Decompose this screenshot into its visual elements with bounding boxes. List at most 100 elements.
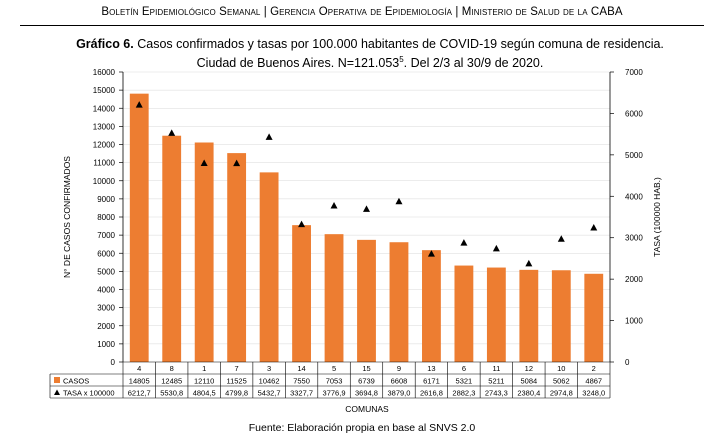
cell-tasa: 2974,8 — [550, 389, 573, 398]
y-tick-label: 6000 — [97, 249, 115, 258]
category-label: 12 — [525, 364, 533, 373]
bar-comuna-10 — [551, 270, 571, 362]
cell-casos: 7550 — [293, 377, 310, 386]
bar-comuna-12 — [519, 269, 539, 362]
y-tick-label: 11000 — [93, 159, 115, 168]
cell-tasa: 2616,8 — [420, 389, 443, 398]
y-tick-label: 14000 — [93, 104, 116, 113]
legend-label-casos: CASOS — [63, 377, 89, 386]
cell-tasa: 5432,7 — [258, 389, 281, 398]
category-label: 4 — [137, 364, 141, 373]
cell-casos: 5062 — [553, 377, 570, 386]
category-label: 5 — [332, 364, 336, 373]
marker-comuna-6 — [460, 239, 468, 246]
chart-title-label: Gráfico 6. — [76, 37, 134, 51]
y-tick-label: 2000 — [97, 322, 115, 331]
bar-comuna-7 — [227, 153, 247, 362]
header-ministry-name: Ministerio de Salud de la CABA — [461, 6, 623, 18]
bar-comuna-3 — [259, 172, 279, 362]
cell-tasa: 3776,9 — [323, 389, 346, 398]
cell-casos: 7053 — [326, 377, 343, 386]
y-tick-label: 7000 — [97, 231, 115, 240]
cell-tasa: 2882,3 — [452, 389, 475, 398]
category-label: 6 — [462, 364, 466, 373]
cell-tasa: 4804,5 — [193, 389, 216, 398]
marker-comuna-12 — [525, 259, 533, 267]
bar-comuna-2 — [584, 273, 604, 362]
y-tick-label: 8000 — [97, 213, 115, 222]
y2-axis-label: TASA (100000 HAB.) — [652, 177, 662, 257]
y2-tick-label: 0 — [625, 358, 630, 367]
y-tick-label: 9000 — [97, 195, 115, 204]
marker-comuna-10 — [557, 235, 565, 242]
category-label: 15 — [362, 364, 370, 373]
bar-series-casos — [129, 93, 604, 363]
marker-comuna-14 — [298, 220, 306, 228]
cell-tasa: 2380,4 — [517, 389, 540, 398]
bar-comuna-13 — [422, 250, 441, 362]
bar-comuna-11 — [486, 267, 506, 362]
bar-comuna-8 — [162, 135, 182, 362]
marker-comuna-11 — [492, 244, 500, 252]
category-label: 14 — [297, 364, 305, 373]
source-note: Fuente: Elaboración propia en base al SN… — [248, 422, 476, 434]
legend-marker-tasa — [54, 389, 60, 395]
bar-comuna-6 — [454, 265, 474, 362]
cell-casos: 4867 — [585, 377, 602, 386]
marker-comuna-15 — [363, 205, 370, 212]
y2-tick-label: 3000 — [625, 234, 643, 243]
cell-casos: 5321 — [456, 377, 473, 386]
cell-tasa: 3694,8 — [355, 389, 378, 398]
category-label: 13 — [427, 364, 435, 373]
category-label: 10 — [557, 364, 565, 373]
header-divider — [20, 25, 704, 26]
y2-tick-label: 2000 — [625, 275, 643, 284]
category-label: 9 — [397, 364, 401, 373]
y-tick-label: 3000 — [97, 304, 115, 313]
cell-casos: 11525 — [226, 377, 246, 386]
data-table: CASOS TASA x 100000 4 14805 6212,7 8 12485 5530… — [49, 361, 611, 399]
y-tick-label: 15000 — [93, 86, 116, 95]
y-tick-label: 13000 — [93, 122, 116, 131]
bar-comuna-9 — [389, 242, 409, 362]
y2-tick-label: 1000 — [625, 317, 643, 326]
bar-comuna-1 — [194, 142, 214, 362]
y-tick-label: 0 — [111, 358, 116, 367]
category-label: 2 — [592, 364, 596, 373]
marker-comuna-9 — [395, 197, 403, 205]
bar-comuna-15 — [357, 239, 376, 362]
category-label: 8 — [170, 364, 174, 373]
cell-casos: 6171 — [423, 377, 440, 386]
chart-title-line2-end: . Del 2/3 al 30/9 de 2020. — [403, 56, 544, 71]
chart-title-line1: Casos confirmados y tasas por 100.000 ha… — [137, 37, 664, 51]
y2-tick-label: 4000 — [625, 192, 643, 201]
cell-casos: 14805 — [129, 377, 150, 386]
bulletin-header: Boletín Epidemiológico Semanal | Gerenci… — [0, 6, 724, 18]
category-label: 11 — [492, 364, 500, 373]
header-separator: | — [455, 6, 459, 18]
cell-tasa: 5530,8 — [160, 389, 183, 398]
chart-title-line2: Ciudad de Buenos Aires. N=121.053 — [196, 56, 400, 71]
marker-comuna-2 — [590, 223, 598, 231]
cell-casos: 10462 — [259, 377, 280, 386]
header-bulletin-name: Boletín Epidemiológico Semanal — [101, 6, 261, 18]
bar-comuna-14 — [292, 225, 311, 362]
cell-casos: 6739 — [358, 377, 375, 386]
marker-comuna-3 — [265, 133, 273, 140]
cell-casos: 6608 — [391, 377, 408, 386]
marker-comuna-7 — [233, 159, 241, 167]
cell-tasa: 6212,7 — [128, 389, 151, 398]
cell-tasa: 3327,7 — [290, 389, 313, 398]
bar-comuna-4 — [129, 93, 149, 363]
legend-label-tasa: TASA x 100000 — [63, 389, 115, 398]
y-axis-label: N° DE CASOS CONFIRMADOS — [62, 156, 72, 278]
cell-tasa: 4799,8 — [225, 389, 248, 398]
x-axis-label: COMUNAS — [345, 404, 389, 414]
legend-swatch-casos — [54, 377, 60, 383]
marker-comuna-1 — [200, 159, 208, 166]
chart-axes: 0 1000 2000 3000 4000 5000 6000 7000 8000 9000 100… — [93, 68, 644, 367]
marker-comuna-4 — [135, 101, 143, 108]
chart-title: Gráfico 6. Casos confirmados y tasas por… — [60, 37, 680, 71]
y-tick-label: 4000 — [97, 286, 115, 295]
